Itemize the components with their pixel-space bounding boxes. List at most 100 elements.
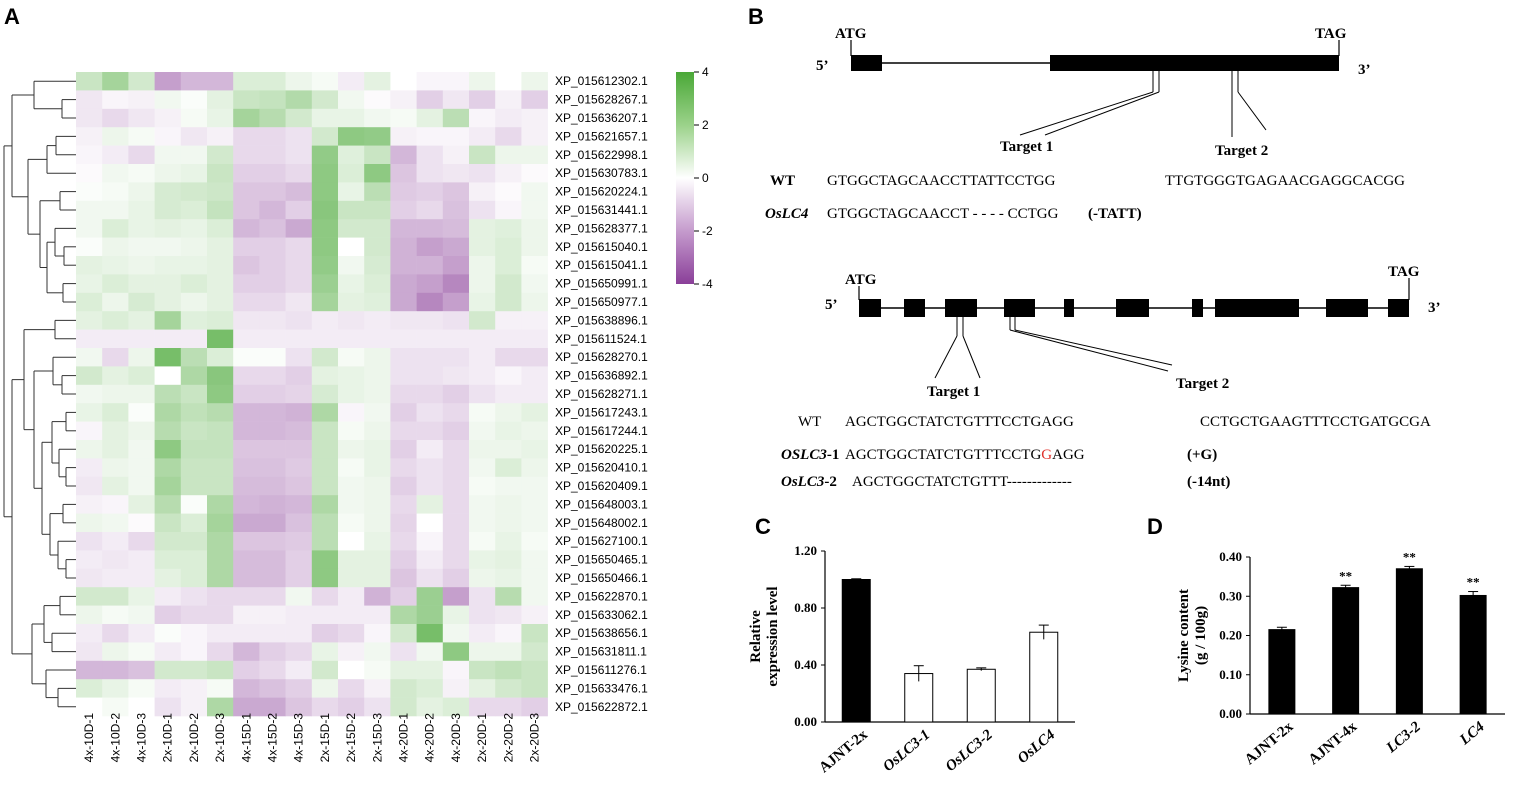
heatmap-cell (390, 366, 417, 386)
heatmap-cell (102, 697, 129, 717)
heatmap-cell (154, 200, 182, 220)
heatmap-cell (311, 642, 339, 662)
heatmap-cell (338, 182, 365, 202)
heatmap-cell (285, 568, 313, 588)
oslc4-mutant-seq: GTGGCTAGCAACCT - - - - CCTGG (827, 206, 1059, 222)
heatmap-cell (233, 513, 260, 533)
heatmap-cell (154, 108, 182, 128)
heatmap-cell (76, 495, 103, 514)
heatmap-cell (154, 697, 182, 717)
heatmap-cell (311, 605, 339, 625)
heatmap-cell (259, 495, 286, 514)
heatmap-cell (495, 108, 522, 128)
heatmap-cell (521, 237, 548, 257)
heatmap-cell (128, 495, 155, 514)
heatmap-cell (469, 587, 496, 606)
heatmap-cell (180, 384, 208, 404)
heatmap-cell (442, 476, 470, 496)
heatmap-cell (390, 90, 417, 110)
gene-label: XP_015650466.1 (555, 571, 648, 585)
heatmap-cell (154, 90, 182, 110)
heatmap-cell (285, 274, 313, 294)
heatmap-cell (207, 458, 234, 478)
heatmap-cell (180, 219, 208, 238)
heatmap-cell (76, 127, 103, 146)
heatmap-cell (469, 237, 496, 257)
heatmap-cell (102, 568, 129, 588)
heatmap-cell (128, 458, 155, 478)
heatmap-cell (311, 200, 339, 220)
heatmap-cell (338, 219, 365, 238)
heatmap-cell (521, 384, 548, 404)
heatmap-cell (364, 642, 391, 662)
exon-2 (1050, 55, 1339, 71)
heatmap-cell (469, 200, 496, 220)
heatmap-cell (128, 440, 155, 459)
heatmap-cell (311, 697, 339, 717)
gene-label: XP_015648002.1 (555, 516, 648, 530)
heatmap-cell (416, 274, 444, 294)
heatmap-cell (390, 642, 417, 662)
gene-label: XP_015633476.1 (555, 681, 648, 695)
heatmap-cell (154, 237, 182, 257)
heatmap-cell (442, 145, 470, 165)
exon-6 (1116, 299, 1149, 317)
heatmap-cell (364, 182, 391, 202)
heatmap-cell (495, 200, 522, 220)
heatmap-cell (364, 587, 391, 606)
heatmap-cell (442, 421, 470, 441)
heatmap-cell (311, 476, 339, 496)
heatmap-cell (259, 587, 286, 606)
heatmap-cell (259, 679, 286, 698)
heatmap-cell (233, 219, 260, 238)
heatmap-cell (390, 697, 417, 717)
heatmap-cell (180, 421, 208, 441)
sample-label: 4x-10D-1 (82, 713, 96, 763)
heatmap-cell (285, 145, 313, 165)
heatmap-cell (180, 366, 208, 386)
heatmap-cell (128, 164, 155, 183)
heatmap-cell (259, 624, 286, 643)
heatmap-cell (469, 605, 496, 625)
heatmap-cell (180, 145, 208, 165)
three-prime-label: 3’ (1428, 300, 1441, 316)
heatmap-cell (390, 329, 417, 349)
gene-label: XP_015638656.1 (555, 626, 648, 640)
heatmap-cell (180, 200, 208, 220)
heatmap-cell (259, 145, 286, 165)
heatmap-cell (338, 311, 365, 330)
heatmap-cell (338, 421, 365, 441)
heatmap-cell (390, 440, 417, 459)
heatmap-cell (469, 550, 496, 570)
heatmap-cell (76, 108, 103, 128)
lysine-bar-chart: 0.00 0.10 0.20 0.30 0.40 AJNT-2x ** AJNT-4x ** LC… (1176, 549, 1505, 768)
sample-label: 2x-15D-3 (370, 713, 384, 763)
heatmap-cell (311, 568, 339, 588)
category-label: OsLC3-2 (943, 726, 996, 774)
heatmap-cell (285, 550, 313, 570)
gene-label: XP_015636892.1 (555, 369, 648, 383)
oslc3-2-label: OsLC3-2 (781, 474, 837, 490)
heatmap-cell (469, 164, 496, 183)
heatmap-cell (259, 403, 286, 422)
heatmap-cell (128, 145, 155, 165)
heatmap-cell (180, 72, 208, 91)
heatmap-cell (233, 697, 260, 717)
heatmap-cell (76, 384, 103, 404)
heatmap-cell (233, 550, 260, 570)
heatmap-cell (76, 568, 103, 588)
heatmap-cell (364, 164, 391, 183)
heatmap-cell (442, 256, 470, 275)
heatmap-cell (233, 624, 260, 643)
exon-7 (1192, 299, 1203, 317)
heatmap-cell (495, 679, 522, 698)
heatmap-cell (311, 495, 339, 514)
gene-label: XP_015638896.1 (555, 313, 648, 327)
category-label: AJNT-2x (816, 726, 871, 776)
heatmap-cell (128, 348, 155, 367)
heatmap-cell (338, 495, 365, 514)
wt-target-1-seq: GTGGCTAGCAACCTTATTCCTGG (827, 173, 1056, 189)
heatmap-cell (285, 237, 313, 257)
heatmap-cell (442, 90, 470, 110)
sample-label: 2x-15D-1 (318, 713, 332, 763)
